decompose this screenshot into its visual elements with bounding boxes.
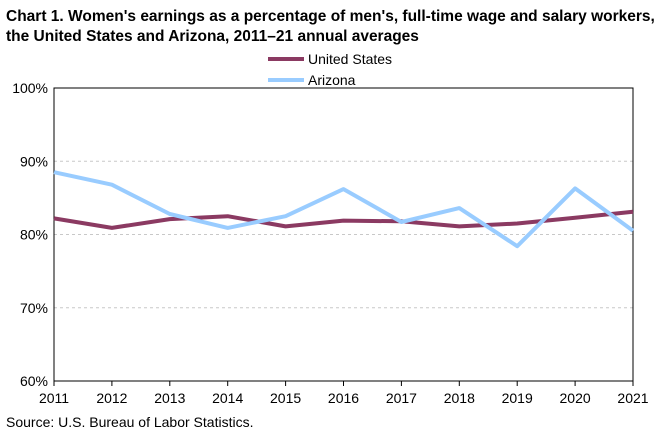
chart-legend: United States Arizona: [268, 48, 392, 90]
legend-swatch-united-states: [268, 56, 304, 61]
x-tick-label: 2015: [270, 390, 301, 406]
legend-item-arizona: Arizona: [268, 69, 392, 90]
source-note: Source: U.S. Bureau of Labor Statistics.: [6, 414, 254, 430]
y-tick-label: 60%: [20, 373, 48, 389]
x-tick-label: 2020: [560, 390, 591, 406]
x-tick-label: 2012: [96, 390, 127, 406]
chart-title: Chart 1. Women's earnings as a percentag…: [6, 8, 655, 45]
x-tick-label: 2017: [386, 390, 417, 406]
y-tick-label: 70%: [20, 300, 48, 316]
x-tick-label: 2011: [39, 390, 69, 406]
x-tick-label: 2014: [212, 390, 243, 406]
series-line-united-states: [53, 209, 634, 230]
x-tick-label: 2019: [502, 390, 533, 406]
legend-label-united-states: United States: [308, 50, 393, 67]
legend-swatch-arizona: [268, 77, 304, 82]
y-tick-label: 80%: [20, 227, 48, 243]
series-line-arizona: [53, 170, 635, 249]
x-tick-label: 2013: [154, 390, 185, 406]
y-tick-label: 100%: [12, 80, 48, 96]
x-tick-label: 2016: [328, 390, 359, 406]
x-tick-label: 2018: [444, 390, 475, 406]
legend-label-arizona: Arizona: [308, 71, 356, 88]
y-tick-label: 90%: [20, 153, 48, 169]
x-tick-label: 2021: [617, 390, 648, 406]
legend-item-united-states: United States: [268, 48, 392, 69]
